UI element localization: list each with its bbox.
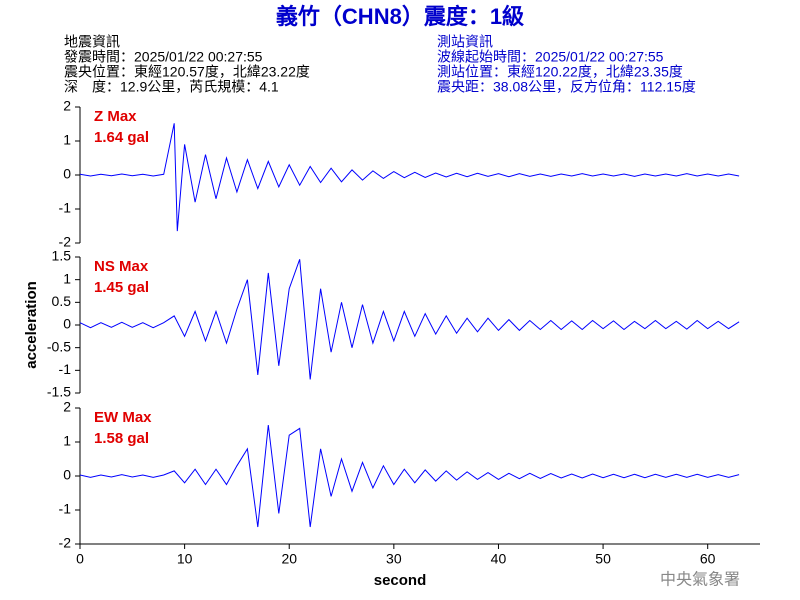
- info-right: 測站資訊: [437, 34, 493, 50]
- y-tick-label: -1: [59, 200, 72, 216]
- x-tick-label: 20: [281, 551, 297, 567]
- x-tick-label: 50: [595, 551, 611, 567]
- info-left: 地震資訊: [64, 34, 120, 50]
- waveform: [79, 259, 740, 380]
- waveform: [79, 424, 740, 528]
- y-tick-label: 0: [63, 316, 71, 332]
- x-tick-label: 10: [177, 551, 193, 567]
- info-left: 震央位置：東經120.57度，北緯23.22度: [64, 64, 310, 80]
- info-left: 發震時間：2025/01/22 00:27:55: [64, 49, 263, 65]
- x-tick-label: 30: [386, 551, 402, 567]
- y-tick-label: -2: [59, 234, 72, 250]
- y-tick-label: -0.5: [47, 338, 71, 354]
- y-tick-label: -1: [59, 501, 72, 517]
- y-axis-label: acceleration: [23, 281, 40, 369]
- y-tick-label: 0.5: [52, 293, 72, 309]
- y-tick-label: 2: [63, 98, 71, 114]
- y-tick-label: 1.5: [52, 248, 72, 264]
- y-tick-label: 1: [63, 270, 71, 286]
- info-right: 波線起始時間：2025/01/22 00:27:55: [437, 49, 664, 65]
- max-label: 1.45 gal: [94, 279, 149, 296]
- max-label: 1.58 gal: [94, 430, 149, 447]
- title: 義竹（CHN8）震度：1級: [276, 4, 524, 29]
- y-tick-label: 0: [63, 166, 71, 182]
- y-tick-label: -1.5: [47, 384, 71, 400]
- y-tick-label: 1: [63, 132, 71, 148]
- x-tick-label: 60: [700, 551, 716, 567]
- max-label: EW Max: [94, 409, 152, 426]
- footer: 中央氣象署: [660, 570, 740, 589]
- info-right: 震央距：38.08公里，反方位角：112.15度: [437, 79, 696, 95]
- y-tick-label: -2: [59, 535, 72, 551]
- y-tick-label: 0: [63, 467, 71, 483]
- max-label: 1.64 gal: [94, 129, 149, 146]
- y-tick-label: -1: [59, 361, 72, 377]
- y-tick-label: 2: [63, 399, 71, 415]
- x-axis-label: second: [374, 572, 427, 589]
- y-tick-label: 1: [63, 433, 71, 449]
- max-label: Z Max: [94, 108, 137, 125]
- info-left: 深 度：12.9公里，芮氏規模：4.1: [64, 79, 279, 95]
- x-tick-label: 0: [76, 551, 84, 567]
- info-right: 測站位置：東經120.22度，北緯23.35度: [437, 64, 683, 80]
- x-tick-label: 40: [491, 551, 507, 567]
- waveform: [79, 123, 740, 232]
- max-label: NS Max: [94, 258, 149, 275]
